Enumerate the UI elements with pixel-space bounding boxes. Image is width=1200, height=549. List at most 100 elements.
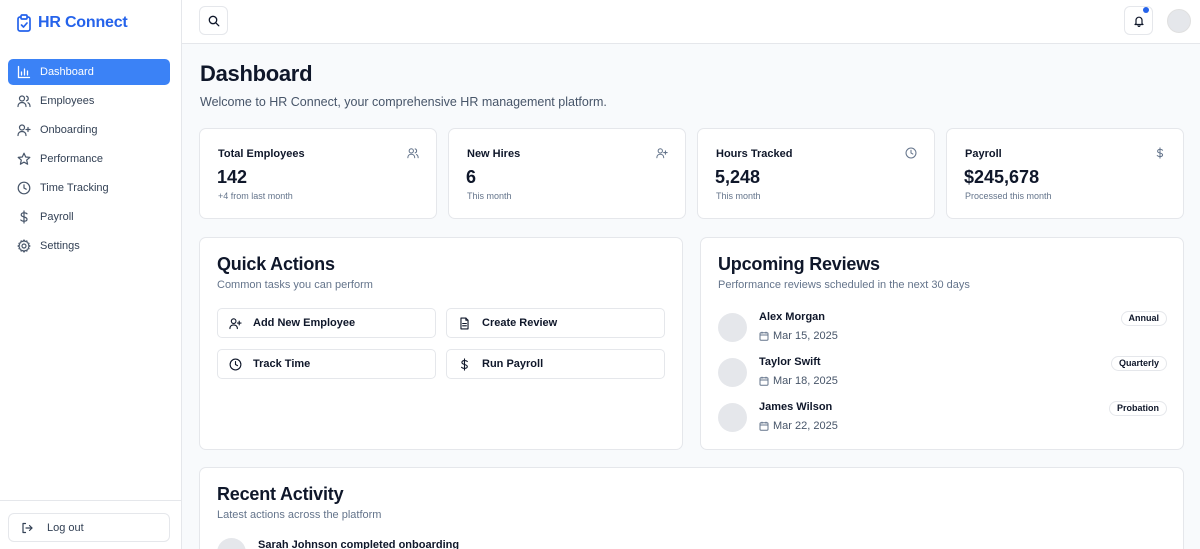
dollar-icon [17,210,31,224]
stat-label: Hours Tracked [716,148,793,160]
sidebar-item-onboarding[interactable]: Onboarding [8,117,170,143]
logout-button[interactable]: Log out [8,513,170,542]
section-title: Recent Activity [217,484,344,504]
logout-label: Log out [47,521,84,534]
stat-note: Processed this month [965,191,1052,201]
avatar [718,403,747,432]
stat-value: 5,248 [715,167,761,187]
sidebar-item-employees[interactable]: Employees [8,88,170,114]
review-date: Mar 22, 2025 [759,420,838,432]
review-date: Mar 18, 2025 [759,375,838,387]
stat-label: Payroll [965,148,1002,160]
search-icon [208,15,220,27]
stat-card-payroll: Payroll $245,678 Processed this month [946,128,1184,219]
sidebar-item-settings[interactable]: Settings [8,233,170,259]
sidebar-item-dashboard[interactable]: Dashboard [8,59,170,85]
sidebar-item-time-tracking[interactable]: Time Tracking [8,175,170,201]
stat-card-total-employees: Total Employees 142 +4 from last month [199,128,437,219]
review-date: Mar 15, 2025 [759,330,838,342]
stat-note: This month [716,191,761,201]
sidebar-divider [0,500,181,501]
page-title: Dashboard [200,61,313,86]
users-icon [407,147,419,159]
review-type-badge: Quarterly [1110,356,1167,371]
user-avatar[interactable] [1167,9,1191,33]
top-bar [182,0,1200,44]
review-type-badge: Probation [1109,401,1167,416]
sidebar-item-label: Onboarding [40,124,98,136]
sidebar-item-label: Dashboard [40,66,94,78]
notifications-button[interactable] [1124,6,1153,35]
review-type-badge: Annual [1120,311,1167,326]
sidebar-item-label: Employees [40,95,95,107]
review-item[interactable]: Alex Morgan Mar 15, 2025 Annual [718,311,1167,351]
calendar-icon [759,421,769,431]
user-plus-icon [17,123,31,137]
stat-value: 142 [217,167,248,187]
notification-dot [1143,7,1149,13]
clock-icon [229,358,242,371]
avatar [718,358,747,387]
clipboard-check-icon [16,14,32,32]
brand[interactable]: HR Connect [16,14,128,32]
stat-value: 6 [466,167,477,187]
section-subtitle: Latest actions across the platform [217,509,382,521]
bar-chart-icon [17,65,31,79]
sidebar-item-label: Settings [40,240,80,252]
sidebar-item-label: Performance [40,153,103,165]
button-label: Add New Employee [253,317,356,329]
add-new-employee-button[interactable]: Add New Employee [217,308,436,338]
track-time-button[interactable]: Track Time [217,349,436,379]
app-name: HR Connect [38,14,128,31]
button-label: Track Time [253,358,311,370]
stat-value: $245,678 [964,167,1040,187]
sidebar-item-performance[interactable]: Performance [8,146,170,172]
dollar-icon [1154,147,1166,159]
review-item[interactable]: Taylor Swift Mar 18, 2025 Quarterly [718,356,1167,396]
clock-icon [17,181,31,195]
section-subtitle: Common tasks you can perform [217,279,373,291]
quick-actions-card: Quick Actions Common tasks you can perfo… [199,237,683,450]
run-payroll-button[interactable]: Run Payroll [446,349,665,379]
stat-label: New Hires [467,148,521,160]
recent-activity-card: Recent Activity Latest actions across th… [199,467,1184,549]
section-title: Upcoming Reviews [718,254,880,274]
user-plus-icon [656,147,668,159]
dollar-icon [458,357,471,371]
review-name: Alex Morgan [759,311,826,323]
sidebar-item-label: Time Tracking [40,182,109,194]
stat-card-hours-tracked: Hours Tracked 5,248 This month [697,128,935,219]
create-review-button[interactable]: Create Review [446,308,665,338]
review-name: James Wilson [759,401,833,413]
upcoming-reviews-card: Upcoming Reviews Performance reviews sch… [700,237,1184,450]
avatar [217,538,246,549]
sidebar-item-label: Payroll [40,211,74,223]
stat-label: Total Employees [218,148,305,160]
logout-icon [21,522,33,534]
sidebar-item-payroll[interactable]: Payroll [8,204,170,230]
bell-icon [1133,15,1145,27]
star-icon [17,152,31,166]
avatar [718,313,747,342]
section-title: Quick Actions [217,254,335,274]
section-subtitle: Performance reviews scheduled in the nex… [718,279,970,291]
sidebar-nav: Dashboard Employees Onboarding [8,59,170,262]
stat-note: This month [467,191,512,201]
clock-icon [905,147,917,159]
sidebar: HR Connect Dashboard Employees [0,0,182,549]
calendar-icon [759,376,769,386]
review-date-text: Mar 15, 2025 [773,330,838,342]
button-label: Create Review [482,317,558,329]
activity-text: Sarah Johnson completed onboarding [258,539,460,549]
review-item[interactable]: James Wilson Mar 22, 2025 Probation [718,401,1167,441]
gear-icon [17,239,31,253]
stat-card-new-hires: New Hires 6 This month [448,128,686,219]
review-date-text: Mar 18, 2025 [773,375,838,387]
calendar-icon [759,331,769,341]
users-icon [17,94,31,108]
search-button[interactable] [199,6,228,35]
review-date-text: Mar 22, 2025 [773,420,838,432]
stat-note: +4 from last month [218,191,293,201]
review-name: Taylor Swift [759,356,821,368]
page-subtitle: Welcome to HR Connect, your comprehensiv… [200,95,607,109]
